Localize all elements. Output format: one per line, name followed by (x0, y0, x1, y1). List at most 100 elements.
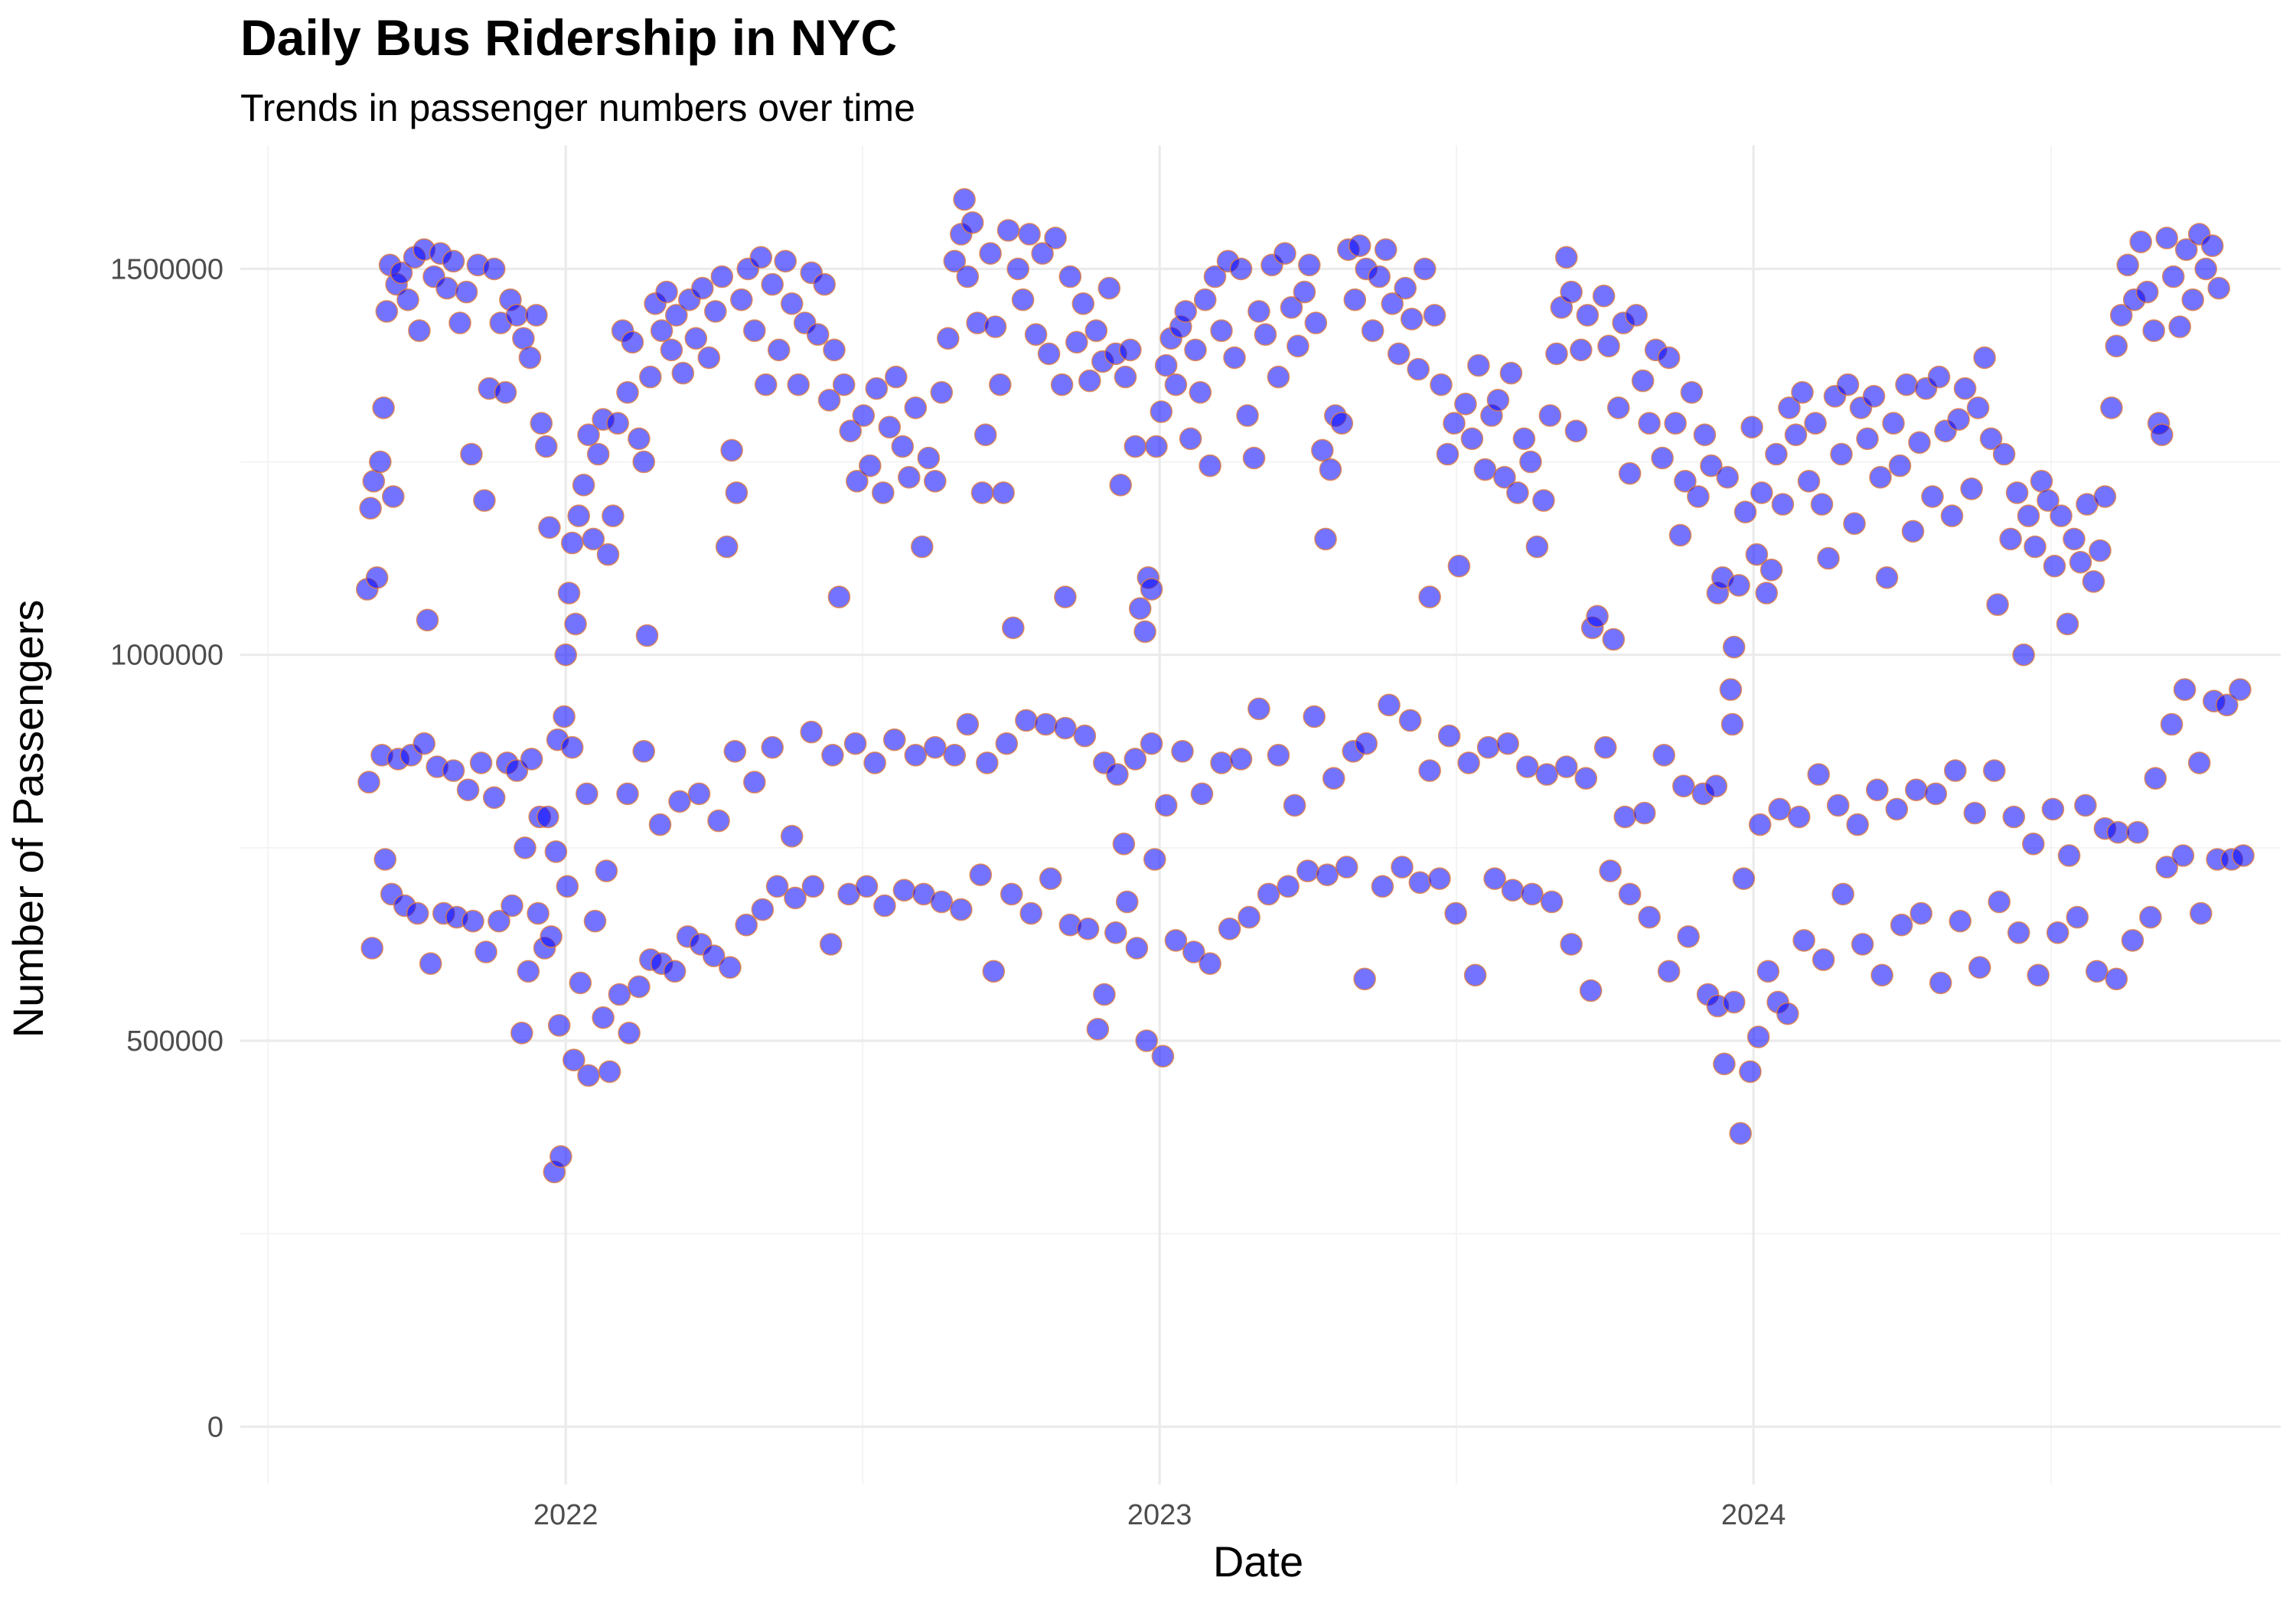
data-point (1296, 859, 1319, 882)
data-point (628, 427, 651, 451)
data-point (1015, 709, 1038, 732)
data-point (1830, 442, 1853, 466)
data-point (1140, 732, 1163, 755)
data-point (872, 481, 895, 504)
data-point (632, 450, 656, 474)
data-point (638, 365, 662, 389)
data-point (1238, 905, 1261, 929)
data-point (774, 249, 797, 273)
data-point (1044, 227, 1067, 249)
data-point (1506, 481, 1529, 504)
data-point (953, 187, 976, 211)
data-point (1740, 416, 1763, 439)
data-point (1496, 732, 1519, 755)
data-point (1444, 901, 1467, 925)
data-point (749, 246, 773, 269)
data-point (1447, 554, 1471, 578)
data-point (592, 1006, 615, 1029)
data-point (943, 249, 967, 273)
data-point (1267, 743, 1290, 767)
data-point (1745, 543, 1769, 566)
data-point (514, 836, 536, 859)
data-point (1960, 477, 1983, 500)
data-point (767, 338, 791, 362)
data-point (1343, 288, 1367, 311)
data-point (510, 1022, 533, 1045)
data-point (1257, 882, 1280, 906)
data-point (989, 373, 1012, 396)
data-point (817, 389, 841, 412)
data-point (2030, 469, 2053, 493)
y-tick-label: 500000 (126, 1025, 223, 1058)
chart-title: Daily Bus Ridership in NYC (240, 9, 897, 66)
data-point (1407, 357, 1430, 381)
data-point (569, 971, 592, 995)
data-point (1704, 774, 1728, 797)
data-point (2161, 265, 2185, 288)
data-point (368, 450, 392, 474)
data-point (1625, 304, 1648, 327)
data-point (618, 1022, 641, 1045)
data-point (1457, 751, 1480, 774)
data-point (917, 446, 941, 470)
data-point (1968, 956, 1991, 979)
data-point (1807, 763, 1830, 786)
data-point (859, 454, 882, 478)
data-point (1124, 748, 1147, 771)
data-point (1593, 735, 1617, 759)
data-point (416, 608, 439, 632)
data-point (1076, 918, 1100, 940)
data-point (1921, 485, 1944, 508)
data-point (1746, 1025, 1770, 1048)
data-point (1314, 527, 1337, 551)
data-point (596, 543, 620, 566)
data-point (710, 265, 734, 288)
y-tick-label: 1000000 (110, 640, 223, 672)
data-point (1927, 365, 1951, 389)
data-point (1229, 257, 1253, 281)
data-point (534, 435, 558, 458)
data-point (1540, 890, 1564, 914)
data-point (1179, 427, 1202, 451)
data-point (1525, 535, 1549, 559)
data-point (1154, 354, 1178, 377)
data-point (2155, 227, 2178, 249)
data-point (904, 743, 928, 767)
data-point (494, 380, 517, 404)
data-point (1973, 346, 1996, 370)
data-point (2155, 856, 2178, 878)
data-point (2017, 504, 2040, 527)
data-point (754, 373, 778, 396)
data-point (1182, 940, 1205, 963)
data-point (547, 1014, 571, 1037)
data-point (538, 516, 561, 539)
data-point (1729, 1122, 1752, 1145)
data-point (720, 438, 743, 462)
data-point (1486, 389, 1510, 412)
data-point (882, 728, 906, 751)
data-point (1632, 801, 1656, 825)
data-point (1631, 369, 1655, 393)
data-point (1638, 412, 1661, 435)
data-point (2057, 844, 2081, 867)
data-point (1924, 782, 1948, 806)
data-point (1135, 1029, 1158, 1052)
data-point (1817, 546, 1840, 570)
data-point (1031, 242, 1054, 266)
data-point (1618, 882, 1642, 906)
data-point (687, 782, 711, 806)
data-point (1073, 724, 1097, 748)
data-point (1831, 882, 1854, 906)
data-point (960, 211, 984, 234)
data-point (1086, 1018, 1110, 1041)
data-point (2037, 489, 2060, 512)
data-point (1418, 759, 1441, 782)
data-point (1564, 419, 1588, 443)
data-point (1843, 512, 1866, 536)
data-point (878, 416, 902, 439)
data-point (2200, 234, 2224, 257)
data-point (1322, 767, 1345, 790)
data-point (1189, 380, 1212, 404)
data-point (2050, 504, 2073, 527)
data-point (1218, 918, 1241, 940)
